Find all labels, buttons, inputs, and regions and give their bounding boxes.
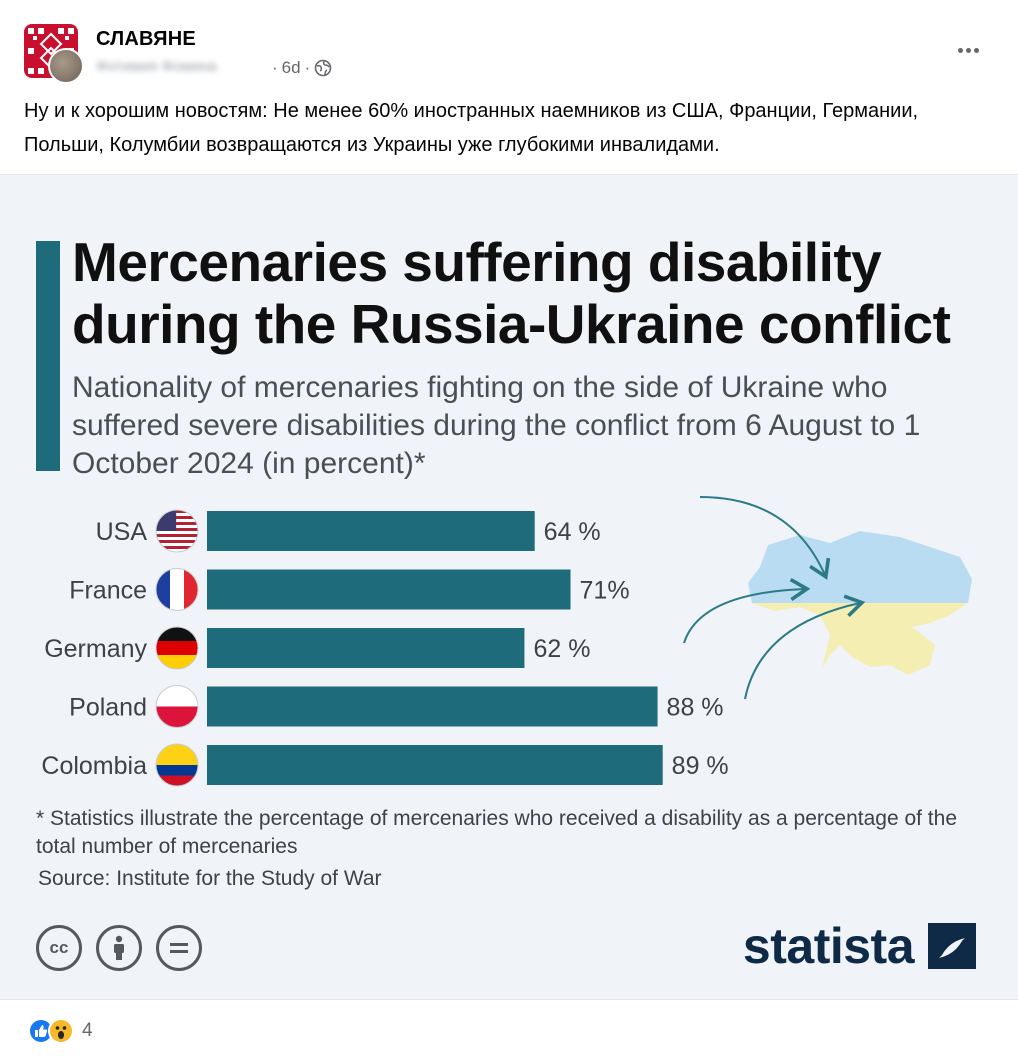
value-label: 88 %: [667, 694, 724, 722]
colombia-flag: [156, 744, 198, 786]
statista-wordmark: statista: [742, 918, 915, 974]
cc-icon: cc: [36, 925, 82, 971]
post-meta: · 6d ·: [272, 58, 332, 78]
statista-mark-icon: [928, 923, 976, 969]
chart-source: Source: Institute for the Study of War: [38, 867, 382, 890]
value-label: 62 %: [533, 635, 590, 663]
bar-row-colombia: Colombia 89 %: [41, 743, 729, 787]
flag-outline: [155, 743, 199, 787]
more-options-button[interactable]: [954, 38, 982, 62]
germany-flag: [156, 627, 198, 669]
bar-row-poland: Poland 88 %: [69, 685, 724, 728]
post-time[interactable]: 6d: [281, 58, 301, 77]
france-flag: [156, 568, 198, 611]
reactions-bar[interactable]: 4: [28, 1018, 93, 1044]
category-label: Germany: [44, 635, 147, 663]
category-label: Colombia: [41, 752, 147, 780]
no-derivatives-icon: [156, 925, 202, 971]
statista-logo: statista: [743, 917, 976, 975]
dot-icon: [965, 47, 971, 53]
license-icons: cc: [36, 925, 202, 971]
chart-subtitle: Nationality of mercenaries fighting on t…: [72, 371, 921, 480]
author-name[interactable]: Фотимия Фомина: [96, 58, 217, 75]
category-label: USA: [96, 518, 148, 546]
bar: [207, 511, 535, 551]
value-label: 71%: [580, 577, 630, 605]
bar: [207, 745, 663, 785]
value-label: 89 %: [672, 752, 729, 780]
bar: [207, 628, 525, 668]
category-label: France: [69, 577, 147, 605]
dot-icon: [957, 47, 963, 53]
arrow-2: [683, 577, 811, 644]
bar-chart: USA 64 % France 71% Germany 62 % Poland 88 % Col…: [41, 496, 972, 787]
category-label: Poland: [69, 694, 147, 722]
dot-icon: [973, 47, 979, 53]
wow-icon: [48, 1018, 74, 1044]
flag-outline: [155, 626, 199, 670]
meta-separator: ·: [272, 58, 278, 77]
bar-row-germany: Germany 62 %: [44, 626, 590, 670]
poland-flag: [156, 685, 198, 728]
bar: [207, 686, 658, 727]
bar-row-france: France 71%: [69, 568, 630, 611]
infographic-image[interactable]: Mercenaries suffering disability during …: [0, 174, 1018, 1000]
title-accent-bar: [36, 241, 60, 471]
bar: [207, 569, 571, 610]
group-name[interactable]: СЛАВЯНЕ: [96, 28, 196, 50]
globe-icon: [314, 59, 332, 77]
flag-outline: [155, 685, 199, 728]
arrow-1: [699, 496, 831, 580]
author-avatar[interactable]: [48, 48, 84, 84]
flag-outline: [155, 568, 199, 611]
by-attribution-icon: [96, 925, 142, 971]
bar-row-usa: USA 64 %: [96, 509, 601, 553]
meta-separator-2: ·: [304, 58, 311, 77]
post-text: Ну и к хорошим новостям: Не менее 60% ин…: [24, 100, 919, 156]
value-label: 64 %: [544, 518, 601, 546]
reaction-count[interactable]: 4: [82, 1020, 93, 1041]
chart-title: Mercenaries suffering disability during …: [72, 231, 951, 355]
flag-outline: [155, 509, 199, 553]
chart-footnote: * Statistics illustrate the percentage o…: [36, 807, 957, 858]
arrow-3: [744, 594, 866, 700]
